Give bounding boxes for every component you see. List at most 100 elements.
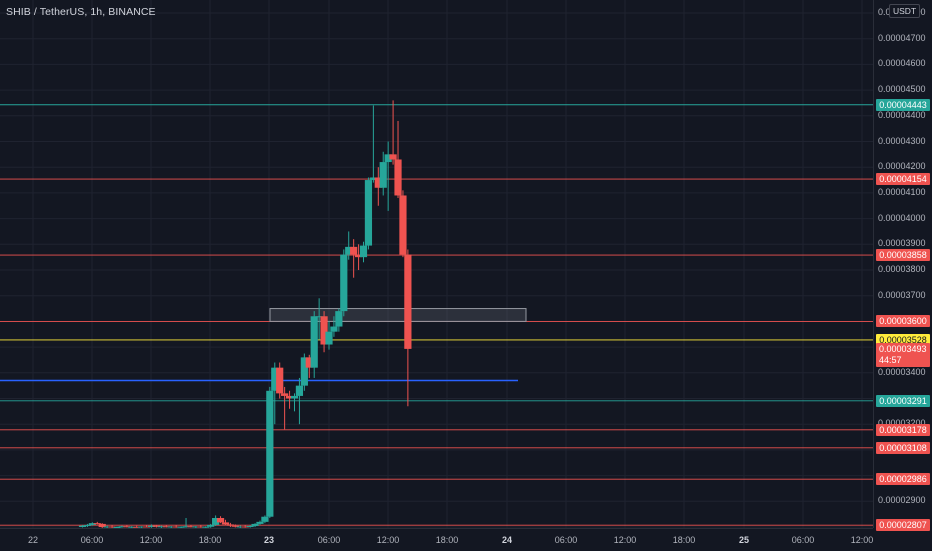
candle-body[interactable]: [157, 526, 165, 528]
candle-body[interactable]: [320, 316, 328, 345]
candle-body[interactable]: [369, 177, 377, 181]
candle-body[interactable]: [88, 523, 96, 525]
price-level-tag[interactable]: 0.00003858: [876, 249, 930, 262]
chart-pane[interactable]: SHIB / TetherUS, 1h, BINANCE: [0, 0, 873, 529]
price-level-tag[interactable]: 0.00004443: [876, 98, 930, 111]
currency-badge[interactable]: USDT: [889, 4, 921, 18]
candle-body[interactable]: [246, 525, 254, 527]
candle-body[interactable]: [113, 527, 121, 528]
candle-body[interactable]: [78, 525, 87, 527]
candle-body[interactable]: [167, 526, 175, 528]
candle-body[interactable]: [147, 525, 156, 527]
candle-body[interactable]: [276, 367, 284, 394]
candle-body[interactable]: [261, 516, 269, 522]
candle-body[interactable]: [300, 357, 308, 386]
time-tick-label: 06:00: [791, 535, 815, 545]
candle-body[interactable]: [192, 526, 200, 528]
candle-body[interactable]: [172, 526, 180, 528]
candle-body[interactable]: [340, 254, 348, 312]
candle-body[interactable]: [345, 246, 353, 255]
price-level-tag[interactable]: 0.00003178: [876, 423, 930, 436]
candle-body[interactable]: [231, 525, 239, 527]
price-level-tag[interactable]: 0.00004154: [876, 173, 930, 186]
candle-body[interactable]: [177, 526, 185, 528]
candle-body[interactable]: [266, 390, 274, 517]
candle-body[interactable]: [310, 316, 318, 368]
last-price-value: 0.00003493: [879, 343, 927, 354]
time-tick-label: 25: [738, 535, 750, 545]
candle-body[interactable]: [202, 526, 210, 528]
candle-body[interactable]: [295, 385, 304, 396]
price-level-tag[interactable]: 0.00002807: [876, 519, 930, 532]
candle-body[interactable]: [394, 159, 402, 196]
candle-body[interactable]: [251, 523, 259, 526]
candle-body[interactable]: [384, 154, 392, 163]
candle-body[interactable]: [364, 180, 373, 246]
price-tick-label: 0.00003800: [878, 264, 926, 274]
candle-body[interactable]: [290, 395, 299, 399]
candlestick-chart[interactable]: [0, 0, 873, 529]
price-axis[interactable]: 0.000048000.000047000.000046000.00004500…: [873, 0, 932, 532]
price-tick-label: 0.00004500: [878, 84, 926, 95]
time-tick-label: 23: [263, 535, 275, 545]
time-axis[interactable]: 22 06:00 12:00 18:00 23 06:00 12:00 18:00 24 06:0…: [0, 528, 873, 551]
time-tick-label: 12:00: [376, 535, 400, 545]
price-level-tag[interactable]: 0.00003291: [876, 394, 930, 407]
price-level-tag[interactable]: 0.00002986: [876, 473, 930, 486]
candle-body[interactable]: [128, 526, 136, 528]
candle-body[interactable]: [216, 518, 225, 523]
last-price-tag: 0.00003493 44:57: [876, 342, 930, 367]
price-level-tag[interactable]: 0.00003600: [876, 315, 930, 328]
zone-rectangle[interactable]: [269, 308, 527, 322]
time-tick-label: 18:00: [672, 535, 696, 545]
candle-body[interactable]: [197, 526, 205, 528]
candle-body[interactable]: [241, 526, 249, 528]
price-tick-label: 0.00004300: [878, 135, 926, 146]
candle-body[interactable]: [123, 526, 131, 528]
candle-body[interactable]: [330, 326, 338, 332]
candle-body[interactable]: [133, 526, 141, 528]
candle-body[interactable]: [138, 526, 146, 528]
price-tick-label: 0.00003400: [878, 366, 926, 377]
candle-body[interactable]: [83, 524, 92, 526]
candle-body[interactable]: [152, 525, 161, 527]
candle-body[interactable]: [108, 526, 116, 528]
time-tick-label: 18:00: [435, 535, 459, 545]
candle-body[interactable]: [236, 526, 244, 528]
candle-body[interactable]: [182, 526, 190, 528]
candle-body[interactable]: [389, 154, 397, 160]
price-level-tag[interactable]: 0.00003108: [876, 441, 930, 454]
candle-body[interactable]: [305, 357, 313, 368]
candle-body[interactable]: [350, 246, 358, 255]
candle-body[interactable]: [207, 524, 215, 527]
candle-body[interactable]: [359, 245, 368, 258]
candle-body[interactable]: [285, 395, 294, 399]
candle-body[interactable]: [271, 367, 279, 391]
candle-body[interactable]: [93, 523, 101, 525]
candle-body[interactable]: [221, 522, 230, 525]
price-tick-label: 0.00004000: [878, 212, 926, 223]
candle-body[interactable]: [315, 316, 323, 318]
candle-body[interactable]: [404, 254, 412, 349]
candle-body[interactable]: [335, 311, 343, 327]
candle-body[interactable]: [354, 254, 363, 258]
candle-body[interactable]: [142, 526, 151, 528]
time-tick-label: 06:00: [80, 535, 104, 545]
candle-body[interactable]: [325, 331, 333, 345]
candle-body[interactable]: [256, 521, 264, 524]
candle-body[interactable]: [162, 526, 170, 528]
candle-body[interactable]: [118, 526, 126, 528]
bar-countdown: 44:57: [879, 354, 902, 365]
candle-body[interactable]: [187, 526, 195, 528]
symbol-title[interactable]: SHIB / TetherUS, 1h, BINANCE: [6, 6, 156, 18]
candle-body[interactable]: [98, 523, 106, 527]
time-tick-label: 22: [27, 535, 39, 545]
candle-body[interactable]: [226, 524, 234, 526]
candle-body[interactable]: [379, 162, 387, 188]
candle-body[interactable]: [212, 518, 220, 525]
candle-body[interactable]: [281, 393, 289, 396]
candle-body[interactable]: [103, 526, 111, 528]
candle-body[interactable]: [374, 177, 382, 188]
candle-body[interactable]: [399, 195, 407, 255]
